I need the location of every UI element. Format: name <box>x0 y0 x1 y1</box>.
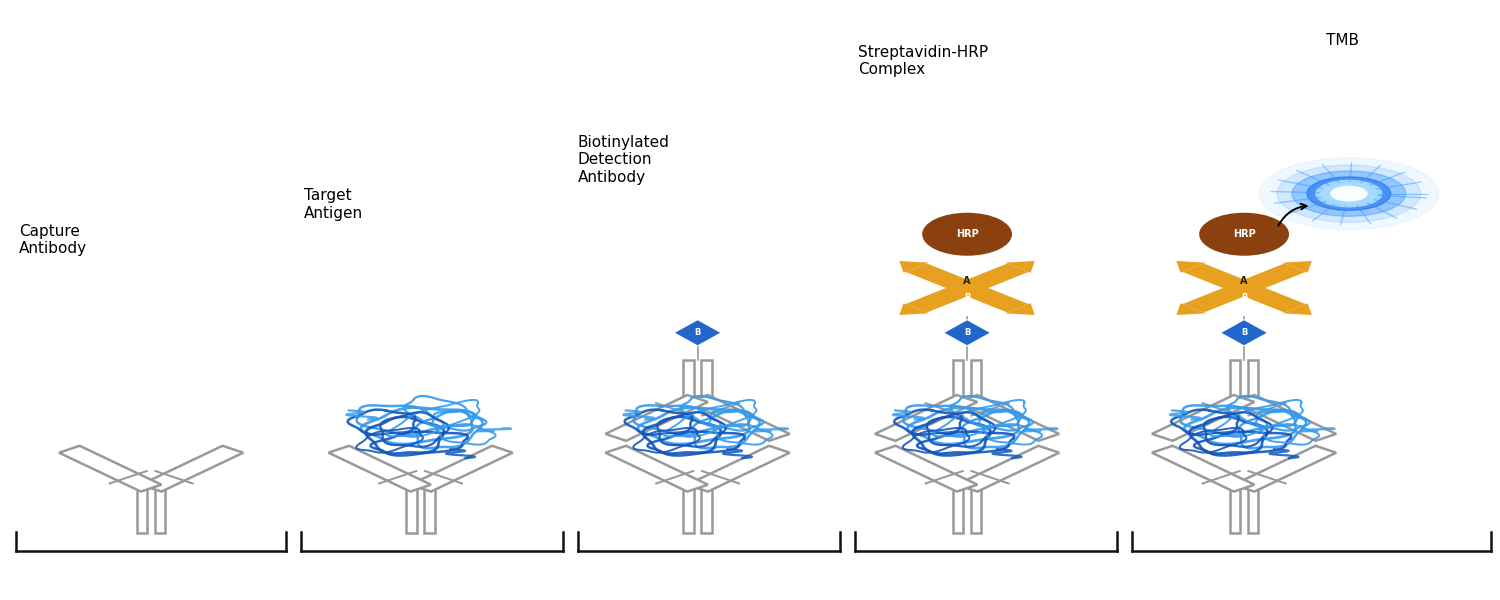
Polygon shape <box>1282 261 1312 273</box>
Polygon shape <box>1221 320 1268 346</box>
Polygon shape <box>606 395 708 441</box>
Ellipse shape <box>922 213 1013 256</box>
FancyBboxPatch shape <box>702 488 712 533</box>
Polygon shape <box>957 395 1059 441</box>
Text: Target
Antigen: Target Antigen <box>304 188 363 221</box>
Polygon shape <box>1005 261 1035 273</box>
FancyBboxPatch shape <box>136 488 147 533</box>
Polygon shape <box>1005 303 1035 315</box>
FancyBboxPatch shape <box>702 359 712 398</box>
Polygon shape <box>1176 261 1206 273</box>
FancyBboxPatch shape <box>1248 488 1258 533</box>
Polygon shape <box>1182 263 1305 313</box>
FancyBboxPatch shape <box>424 488 435 533</box>
Polygon shape <box>1176 303 1206 315</box>
FancyBboxPatch shape <box>952 359 963 398</box>
FancyBboxPatch shape <box>154 488 165 533</box>
Ellipse shape <box>1198 213 1288 256</box>
Polygon shape <box>1152 395 1254 441</box>
Polygon shape <box>58 446 162 491</box>
Polygon shape <box>906 263 1029 313</box>
FancyBboxPatch shape <box>1230 359 1240 398</box>
FancyBboxPatch shape <box>684 359 694 398</box>
FancyBboxPatch shape <box>1248 359 1258 398</box>
Polygon shape <box>328 446 430 491</box>
Text: HRP: HRP <box>956 229 978 239</box>
Polygon shape <box>1234 446 1336 491</box>
Polygon shape <box>874 395 978 441</box>
Circle shape <box>1258 158 1438 229</box>
Polygon shape <box>141 446 243 491</box>
FancyBboxPatch shape <box>970 359 981 398</box>
FancyBboxPatch shape <box>952 488 963 533</box>
Text: A: A <box>963 276 970 286</box>
Circle shape <box>1322 183 1376 205</box>
Polygon shape <box>957 446 1059 491</box>
Text: B: B <box>964 328 970 337</box>
Polygon shape <box>687 395 789 441</box>
FancyBboxPatch shape <box>684 488 694 533</box>
Polygon shape <box>874 446 978 491</box>
Text: HRP: HRP <box>1233 229 1256 239</box>
Polygon shape <box>900 303 928 315</box>
Polygon shape <box>944 320 992 346</box>
Text: B: B <box>964 293 970 302</box>
Polygon shape <box>687 446 789 491</box>
Text: Biotinylated
Detection
Antibody: Biotinylated Detection Antibody <box>578 135 669 185</box>
Polygon shape <box>906 263 1029 313</box>
Text: TMB: TMB <box>1326 33 1359 48</box>
Text: B: B <box>694 328 700 337</box>
Text: Capture
Antibody: Capture Antibody <box>20 224 87 256</box>
Polygon shape <box>1234 395 1336 441</box>
Circle shape <box>1306 177 1390 211</box>
Text: B: B <box>1240 293 1248 302</box>
Polygon shape <box>900 261 928 273</box>
Polygon shape <box>1152 446 1254 491</box>
Circle shape <box>1276 165 1420 222</box>
Circle shape <box>1330 187 1366 201</box>
Text: A: A <box>1240 276 1248 286</box>
Text: Streptavidin-HRP
Complex: Streptavidin-HRP Complex <box>858 45 988 77</box>
Polygon shape <box>1282 303 1312 315</box>
Polygon shape <box>1182 263 1305 313</box>
Polygon shape <box>674 320 722 346</box>
FancyBboxPatch shape <box>1230 488 1240 533</box>
Circle shape <box>1316 181 1382 207</box>
FancyBboxPatch shape <box>406 488 417 533</box>
FancyBboxPatch shape <box>970 488 981 533</box>
Text: B: B <box>1240 328 1248 337</box>
Circle shape <box>1292 171 1406 217</box>
Polygon shape <box>411 446 513 491</box>
Polygon shape <box>606 446 708 491</box>
